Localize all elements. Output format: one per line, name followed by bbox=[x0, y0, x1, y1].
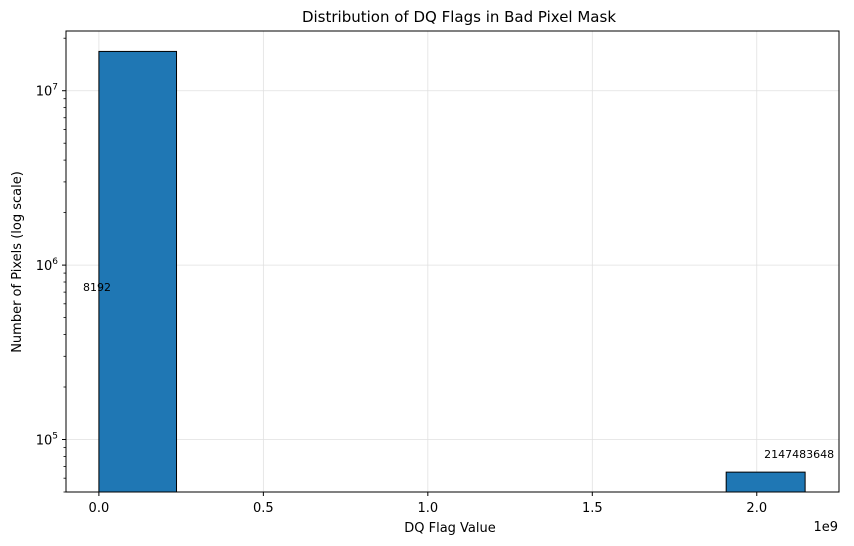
y-tick-label: 107 bbox=[36, 83, 58, 100]
x-axis-label: DQ Flag Value bbox=[404, 521, 496, 536]
x-tick-label: 2.0 bbox=[746, 501, 767, 516]
x-tick-label: 0.5 bbox=[253, 501, 274, 516]
x-tick-label: 0.0 bbox=[89, 501, 110, 516]
x-tick-label: 1.5 bbox=[582, 501, 603, 516]
annotations: 8192 2147483648 bbox=[83, 281, 834, 461]
bar-annotation: 2147483648 bbox=[764, 448, 834, 461]
y-tick-label: 105 bbox=[36, 432, 58, 449]
histogram-bar bbox=[98, 50, 178, 493]
axes bbox=[65, 30, 840, 493]
ticks: 0.0 0.5 1.0 1.5 2.0 105 106 107 bbox=[36, 37, 767, 516]
grid bbox=[66, 31, 839, 492]
bar-annotation: 8192 bbox=[83, 281, 111, 294]
histogram-bar bbox=[725, 471, 806, 493]
plot-frame bbox=[65, 30, 840, 493]
y-tick-label: 106 bbox=[36, 257, 59, 274]
bars bbox=[98, 50, 806, 493]
chart-title: Distribution of DQ Flags in Bad Pixel Ma… bbox=[302, 8, 616, 26]
x-offset-label: 1e9 bbox=[813, 520, 838, 535]
x-tick-label: 1.0 bbox=[417, 501, 438, 516]
y-axis-label: Number of Pixels (log scale) bbox=[10, 171, 25, 353]
